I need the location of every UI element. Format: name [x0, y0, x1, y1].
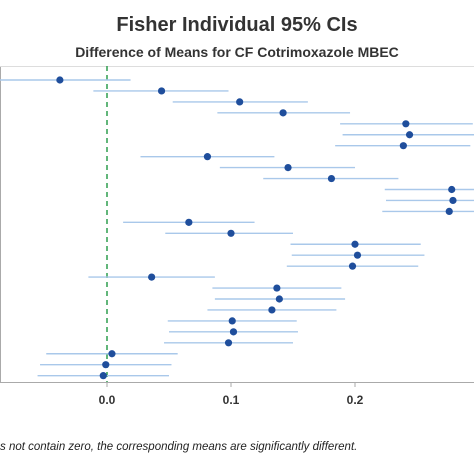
- x-tick-label: 0.0: [99, 393, 116, 407]
- ci-mean-point: [102, 361, 110, 369]
- ci-mean-point: [405, 131, 414, 139]
- chart-title: Fisher Individual 95% CIs: [116, 14, 358, 36]
- ci-mean-point: [224, 339, 233, 347]
- ci-mean-point: [108, 350, 116, 358]
- ci-mean-point: [185, 218, 193, 226]
- ci-mean-point: [399, 142, 407, 150]
- ci-mean-point: [273, 284, 281, 292]
- ci-mean-point: [284, 164, 292, 172]
- ci-mean-point: [445, 207, 453, 215]
- ci-mean-point: [56, 76, 64, 84]
- plot-axes: 0.0 0.1 0.2: [0, 66, 474, 407]
- ci-mean-point: [351, 240, 359, 248]
- ci-mean-point: [279, 109, 287, 117]
- ci-mean-point: [353, 251, 362, 259]
- ci-mean-point: [227, 229, 235, 237]
- x-tick-label: 0.2: [347, 393, 364, 407]
- ci-mean-point: [348, 262, 357, 270]
- ci-mean-point: [275, 295, 283, 303]
- ci-mean-point: [229, 328, 238, 336]
- x-tick-label: 0.1: [223, 393, 240, 407]
- ci-mean-point: [228, 317, 236, 325]
- ci-mean-point: [449, 196, 457, 205]
- plot-marks: [0, 66, 474, 382]
- footnote: s not contain zero, the corresponding me…: [0, 441, 358, 453]
- chart-subtitle: Difference of Means for CF Cotrimoxazole…: [75, 44, 399, 60]
- ci-mean-point: [157, 87, 166, 95]
- ci-mean-point: [148, 273, 156, 281]
- ci-mean-point: [203, 153, 212, 161]
- ci-mean-point: [236, 98, 244, 106]
- ci-mean-point: [448, 185, 456, 194]
- ci-mean-point: [268, 306, 276, 314]
- ci-mean-point: [327, 174, 336, 183]
- ci-mean-point: [99, 372, 107, 380]
- ci-mean-point: [402, 120, 410, 128]
